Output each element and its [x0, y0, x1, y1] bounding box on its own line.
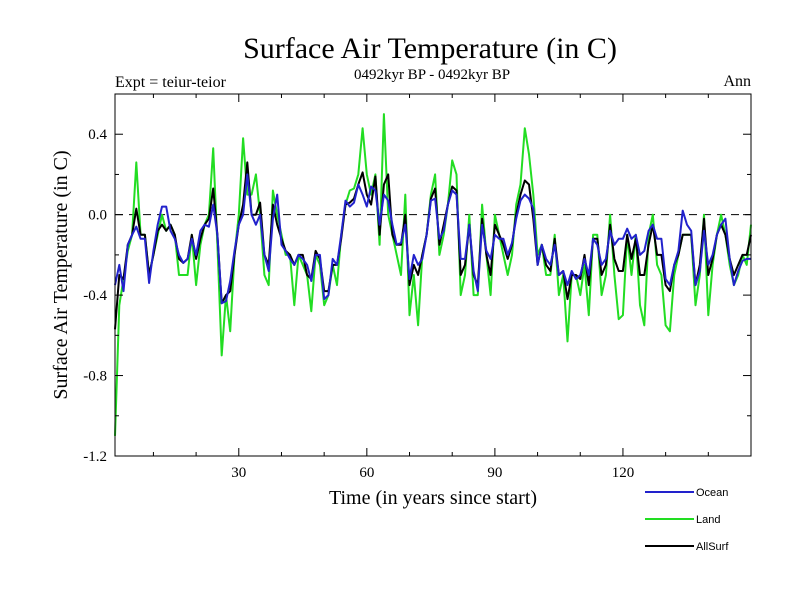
x-axis-title: Time (in years since start) — [329, 487, 537, 509]
y-tick-label: -1.2 — [83, 449, 107, 465]
y-tick-label: 0.0 — [88, 208, 107, 224]
plot-frame — [114, 93, 752, 457]
legend-label-ocean: Ocean — [696, 487, 728, 499]
chart-title: Surface Air Temperature (in C) — [243, 32, 617, 65]
y-tick-label: -0.4 — [83, 288, 107, 304]
legend-label-allsurf: AllSurf — [696, 541, 729, 553]
experiment-label: Expt = teiur-teior — [115, 74, 227, 91]
y-tick-label: 0.4 — [88, 127, 107, 143]
x-tick-label: 60 — [359, 465, 374, 481]
x-tick-label: 120 — [612, 465, 635, 481]
series-line-land — [114, 113, 752, 436]
series-line-ocean — [114, 173, 751, 305]
y-axis-title: Surface Air Temperature (in C) — [50, 150, 72, 399]
y-tick-label: -0.8 — [83, 369, 107, 385]
x-tick-label: 90 — [487, 465, 502, 481]
season-label: Ann — [723, 73, 751, 90]
legend-label-land: Land — [696, 514, 720, 526]
x-tick-label: 30 — [231, 465, 246, 481]
chart-subtitle: 0492kyr BP - 0492kyr BP — [354, 67, 510, 83]
